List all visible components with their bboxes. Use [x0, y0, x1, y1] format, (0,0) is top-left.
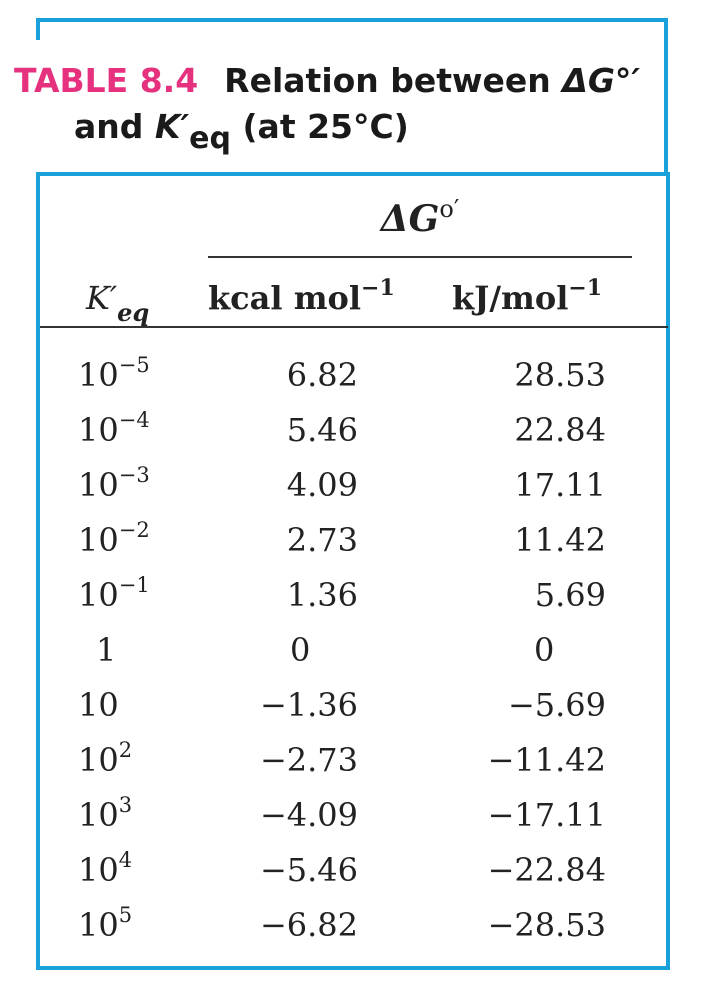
kj-column-header: kJ/mol−1 — [452, 275, 603, 317]
table-caption: TABLE 8.4 Relation between ΔG°′ and K′eq … — [14, 58, 664, 154]
table-row: 1 0 0 — [40, 623, 668, 678]
kj-cell: −11.42 — [487, 741, 606, 779]
table-row: 102 −2.73 −11.42 — [40, 733, 668, 788]
kj-cell: −17.11 — [487, 796, 606, 834]
column-header-rule — [40, 326, 668, 328]
k-eq-cell: 10 — [78, 686, 119, 724]
k-eq-cell: 10−1 — [78, 573, 150, 615]
caption-text-2: and — [74, 107, 155, 146]
k-eq-cell: 104 — [78, 848, 133, 890]
kcal-cell: −4.09 — [259, 796, 358, 834]
caption-frame — [40, 18, 668, 173]
kcal-cell: 6.82 — [286, 356, 358, 394]
k-eq-cell: 1 — [96, 631, 117, 669]
kcal-cell: 4.09 — [286, 466, 358, 504]
table-row: 10−4 5.46 22.84 — [40, 403, 668, 458]
k-eq-cell: 10−3 — [78, 463, 150, 505]
table-row: 10−1 1.36 5.69 — [40, 568, 668, 623]
kj-cell: 22.84 — [514, 411, 606, 449]
k-eq-cell: 10−2 — [78, 518, 150, 560]
table-number: TABLE 8.4 — [14, 61, 199, 100]
caption-line-1: TABLE 8.4 Relation between ΔG°′ — [14, 58, 664, 104]
kcal-cell: 1.36 — [286, 576, 358, 614]
table-frame — [36, 172, 670, 970]
table-row: 10−5 6.82 28.53 — [40, 348, 668, 403]
kj-cell: 17.11 — [514, 466, 606, 504]
kcal-cell: 0 — [290, 631, 311, 669]
k-eq-cell: 10−4 — [78, 408, 150, 450]
kcal-column-header: kcal mol−1 — [208, 275, 395, 317]
kcal-cell: −2.73 — [259, 741, 358, 779]
caption-line-2: and K′eq (at 25°C) — [14, 104, 664, 154]
k-eq-cell: 105 — [78, 903, 133, 945]
table-row: 10 −1.36 −5.69 — [40, 678, 668, 733]
k-eq-column-header: K′eq — [86, 279, 150, 327]
kj-cell: −28.53 — [487, 906, 606, 944]
kcal-cell: 5.46 — [286, 411, 358, 449]
kj-cell: −22.84 — [487, 851, 606, 889]
caption-delta-g: ΔG°′ — [562, 61, 641, 100]
caption-text-1: Relation between — [224, 61, 563, 100]
delta-g-group-header: ΔGo′ — [380, 195, 460, 240]
kj-cell: 5.69 — [534, 576, 606, 614]
kcal-cell: 2.73 — [286, 521, 358, 559]
table-body: 10−5 6.82 28.53 10−4 5.46 22.84 10−3 4.09 17.1… — [40, 348, 668, 953]
k-eq-cell: 102 — [78, 738, 133, 780]
kcal-cell: −1.36 — [259, 686, 358, 724]
table-row: 10−3 4.09 17.11 — [40, 458, 668, 513]
kj-cell: 0 — [534, 631, 555, 669]
caption-k-symbol: K′ — [154, 107, 190, 146]
kj-cell: 28.53 — [514, 356, 606, 394]
k-eq-cell: 10−5 — [78, 353, 150, 395]
table-row: 105 −6.82 −28.53 — [40, 898, 668, 953]
kcal-cell: −6.82 — [259, 906, 358, 944]
table-row: 104 −5.46 −22.84 — [40, 843, 668, 898]
table-row: 103 −4.09 −17.11 — [40, 788, 668, 843]
kj-cell: 11.42 — [514, 521, 606, 559]
caption-frame-stub — [36, 18, 40, 40]
k-eq-cell: 103 — [78, 793, 133, 835]
group-header-rule — [208, 256, 632, 258]
caption-text-3: (at 25°C) — [230, 107, 409, 146]
kj-cell: −5.69 — [507, 686, 606, 724]
table-row: 10−2 2.73 11.42 — [40, 513, 668, 568]
caption-k-sub: eq — [189, 121, 231, 156]
kcal-cell: −5.46 — [259, 851, 358, 889]
